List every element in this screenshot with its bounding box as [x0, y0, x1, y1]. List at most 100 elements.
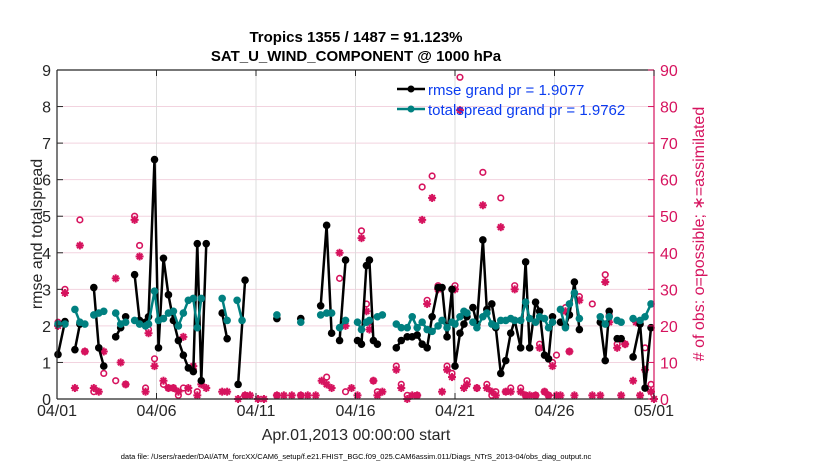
- asterisk-center: [242, 392, 248, 398]
- asterisk-center: [354, 392, 361, 398]
- obs-possible-marker: [418, 183, 426, 191]
- obs-possible-marker: [552, 351, 561, 359]
- asterisk-center: [545, 392, 552, 398]
- asterisk-center: [622, 341, 628, 347]
- totalspread-point: [491, 322, 500, 330]
- totalspread-point: [561, 323, 570, 332]
- asterisk-center: [457, 107, 463, 113]
- obs-assimilated-marker: [347, 384, 356, 393]
- asterisk-center: [342, 323, 349, 329]
- obs-assimilated-marker: [174, 387, 183, 396]
- rmse-point: [327, 329, 336, 338]
- obs-assimilated-marker: [130, 215, 139, 224]
- rmse-point: [501, 356, 510, 365]
- asterisk-center: [566, 348, 573, 355]
- asterisk-center: [589, 392, 595, 398]
- totalspread-point: [378, 311, 387, 319]
- rmse-point: [506, 329, 515, 338]
- rmse-point: [423, 344, 431, 352]
- rmse-point: [130, 270, 139, 279]
- asterisk-center: [358, 235, 365, 241]
- obs-assimilated-marker: [353, 391, 362, 400]
- obs-assimilated-marker: [570, 391, 579, 400]
- rmse-point: [121, 312, 130, 321]
- asterisk-center: [91, 385, 97, 391]
- asterisk-center: [145, 330, 152, 336]
- obs-assimilated-marker: [272, 391, 281, 400]
- totalspread-point: [601, 320, 610, 328]
- asterisk-center: [329, 385, 335, 391]
- asterisk-center: [571, 392, 578, 398]
- y-tick-label-right: 60: [660, 173, 678, 190]
- y-tick-label-right: 30: [660, 282, 678, 299]
- legend-rmse-label: rmse grand pr = 1.9077: [428, 82, 584, 99]
- totalspread-point: [438, 316, 446, 325]
- asterisk-center: [298, 392, 304, 398]
- rmse-point: [90, 283, 98, 292]
- rmse-point: [525, 344, 534, 352]
- asterisk-center: [393, 367, 399, 373]
- totalspread-line-segment: [395, 310, 468, 333]
- y-tick-label-left: 0: [42, 392, 51, 409]
- obs-assimilated-marker: [496, 223, 505, 232]
- asterisk-center: [219, 389, 225, 395]
- obs-assimilated-marker: [455, 106, 464, 115]
- obs-assimilated-marker: [60, 288, 69, 297]
- rmse-point: [94, 344, 103, 352]
- totalspread-point: [521, 298, 530, 306]
- obs-assimilated-marker: [565, 347, 574, 356]
- asterisk-center: [224, 389, 230, 395]
- obs-assimilated-marker: [202, 384, 211, 393]
- asterisk-center: [366, 326, 373, 333]
- asterisk-center: [118, 359, 124, 366]
- totalspread-point: [316, 311, 325, 319]
- rmse-point: [443, 333, 451, 341]
- rmse-line-segment: [73, 323, 82, 350]
- asterisk-center: [474, 385, 480, 391]
- obs-assimilated-marker: [357, 234, 366, 243]
- obs-assimilated-marker: [621, 340, 630, 349]
- rmse-point: [202, 239, 211, 248]
- rmse-point: [335, 336, 344, 345]
- obs-assimilated-marker: [472, 384, 481, 393]
- totalspread-point: [434, 322, 442, 330]
- asterisk-center: [508, 389, 514, 395]
- asterisk-center: [532, 392, 539, 398]
- rmse-point: [516, 344, 525, 352]
- asterisk-center: [480, 202, 486, 208]
- obs-assimilated-marker: [506, 387, 515, 396]
- y-tick-label-left: 6: [42, 173, 51, 190]
- asterisk-center: [374, 392, 380, 398]
- obs-assimilated-marker: [636, 391, 645, 400]
- asterisk-center: [398, 385, 404, 391]
- asterisk-center: [379, 389, 385, 395]
- rmse-point: [535, 307, 544, 316]
- obs-assimilated-marker: [193, 391, 202, 400]
- obs-assimilated-marker: [141, 387, 150, 396]
- obs-assimilated-marker: [423, 299, 432, 308]
- asterisk-center: [536, 345, 543, 351]
- rmse-point: [164, 291, 173, 299]
- rmse-point: [397, 336, 406, 345]
- obs-possible-marker: [341, 388, 350, 396]
- asterisk-center: [630, 378, 636, 384]
- asterisk-center: [464, 381, 470, 387]
- totalspread-point: [456, 312, 464, 321]
- asterisk-center: [439, 389, 445, 395]
- rmse-point: [575, 325, 584, 334]
- obs-assimilated-marker: [111, 274, 120, 283]
- y-tick-label-right: 10: [660, 355, 678, 372]
- asterisk-center: [503, 389, 509, 395]
- rmse-line-segment: [236, 280, 247, 385]
- rmse-point: [197, 376, 206, 385]
- asterisk-center: [429, 195, 435, 201]
- asterisk-center: [409, 392, 415, 398]
- totalspread-point: [565, 300, 574, 308]
- rmse-point: [521, 258, 530, 266]
- rmse-point: [341, 256, 350, 264]
- totalspread-point: [193, 323, 202, 332]
- totalspread-point: [174, 322, 183, 330]
- obs-possible-marker: [150, 355, 159, 363]
- asterisk-center: [424, 301, 430, 307]
